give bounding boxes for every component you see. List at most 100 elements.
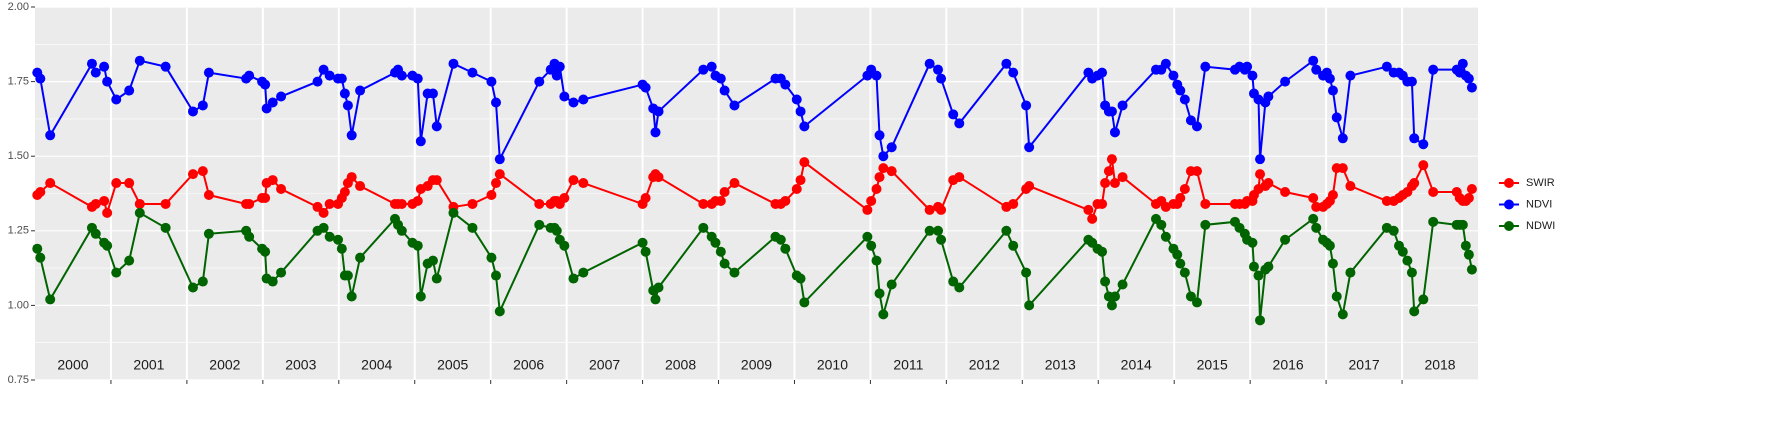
data-point xyxy=(1097,198,1108,209)
panel-label: 2011 xyxy=(893,357,923,373)
data-point xyxy=(427,255,438,266)
data-point xyxy=(102,207,113,218)
data-point xyxy=(45,294,56,305)
data-point xyxy=(412,195,423,206)
data-point xyxy=(111,178,122,189)
data-point xyxy=(1160,201,1171,212)
data-point xyxy=(795,273,806,284)
data-point xyxy=(1021,267,1032,278)
data-point xyxy=(260,79,271,90)
data-point xyxy=(862,204,873,215)
data-point xyxy=(276,184,287,195)
data-point xyxy=(1008,67,1019,78)
data-point xyxy=(1200,61,1211,72)
data-point xyxy=(1247,70,1258,81)
data-point xyxy=(791,94,802,105)
y-tick-label: 0.75 xyxy=(8,374,29,386)
data-point xyxy=(1331,112,1342,123)
data-point xyxy=(534,76,545,87)
panel-label: 2000 xyxy=(57,357,88,373)
panel-label: 2008 xyxy=(665,357,696,373)
data-point xyxy=(795,175,806,186)
data-point xyxy=(448,207,459,218)
data-point xyxy=(871,255,882,266)
data-point xyxy=(1311,222,1322,233)
data-point xyxy=(1409,133,1420,144)
data-point xyxy=(160,222,171,233)
data-point xyxy=(653,172,664,183)
data-point xyxy=(568,97,579,108)
data-point xyxy=(1263,91,1274,102)
data-point xyxy=(415,291,426,302)
panel-label: 2016 xyxy=(1273,357,1304,373)
data-point xyxy=(936,234,947,245)
data-point xyxy=(431,175,442,186)
data-point xyxy=(1308,192,1319,203)
data-point xyxy=(1428,64,1439,75)
data-point xyxy=(1097,246,1108,257)
data-point xyxy=(412,240,423,251)
panel-label: 2009 xyxy=(741,357,772,373)
data-point xyxy=(342,270,353,281)
data-point xyxy=(948,109,959,120)
data-point xyxy=(936,204,947,215)
data-point xyxy=(534,219,545,230)
data-point xyxy=(866,195,877,206)
data-point xyxy=(1345,181,1356,192)
data-point xyxy=(197,100,208,111)
data-point xyxy=(874,288,885,299)
data-point xyxy=(924,225,935,236)
data-point xyxy=(871,184,882,195)
panel-label: 2010 xyxy=(817,357,848,373)
data-point xyxy=(578,178,589,189)
data-point xyxy=(1109,291,1120,302)
y-tick-label: 1.00 xyxy=(8,299,29,311)
data-point xyxy=(111,267,122,278)
data-point xyxy=(1327,258,1338,269)
data-point xyxy=(1409,178,1420,189)
data-point xyxy=(35,252,46,263)
data-point xyxy=(111,94,122,105)
data-point xyxy=(1308,55,1319,66)
panel-label: 2005 xyxy=(437,357,468,373)
panel-label: 2001 xyxy=(133,357,164,373)
data-point xyxy=(559,91,570,102)
data-point xyxy=(1418,294,1429,305)
data-point xyxy=(729,178,740,189)
data-point xyxy=(491,97,502,108)
data-point xyxy=(355,252,366,263)
data-point xyxy=(1255,315,1266,326)
data-point xyxy=(1175,258,1186,269)
data-point xyxy=(933,64,944,75)
data-point xyxy=(1263,178,1274,189)
data-point xyxy=(102,76,113,87)
data-point xyxy=(1397,246,1408,257)
data-point xyxy=(653,282,664,293)
data-point xyxy=(1008,198,1019,209)
data-point xyxy=(260,246,271,257)
data-point xyxy=(355,181,366,192)
data-point xyxy=(1331,291,1342,302)
data-point xyxy=(276,91,287,102)
data-point xyxy=(1466,82,1477,93)
data-point xyxy=(35,187,46,198)
data-point xyxy=(1388,225,1399,236)
data-point xyxy=(1345,70,1356,81)
data-point xyxy=(650,294,661,305)
data-point xyxy=(729,267,740,278)
panel-label: 2012 xyxy=(969,357,1000,373)
data-point xyxy=(494,169,505,180)
data-point xyxy=(1280,187,1291,198)
data-point xyxy=(396,198,407,209)
data-point xyxy=(260,192,271,203)
data-point xyxy=(32,243,43,254)
panel-label: 2014 xyxy=(1121,357,1152,373)
data-point xyxy=(886,142,897,153)
data-point xyxy=(1117,100,1128,111)
data-point xyxy=(719,258,730,269)
data-point xyxy=(874,130,885,141)
data-point xyxy=(715,195,726,206)
data-point xyxy=(936,73,947,84)
data-point xyxy=(637,237,648,248)
data-point xyxy=(551,70,562,81)
